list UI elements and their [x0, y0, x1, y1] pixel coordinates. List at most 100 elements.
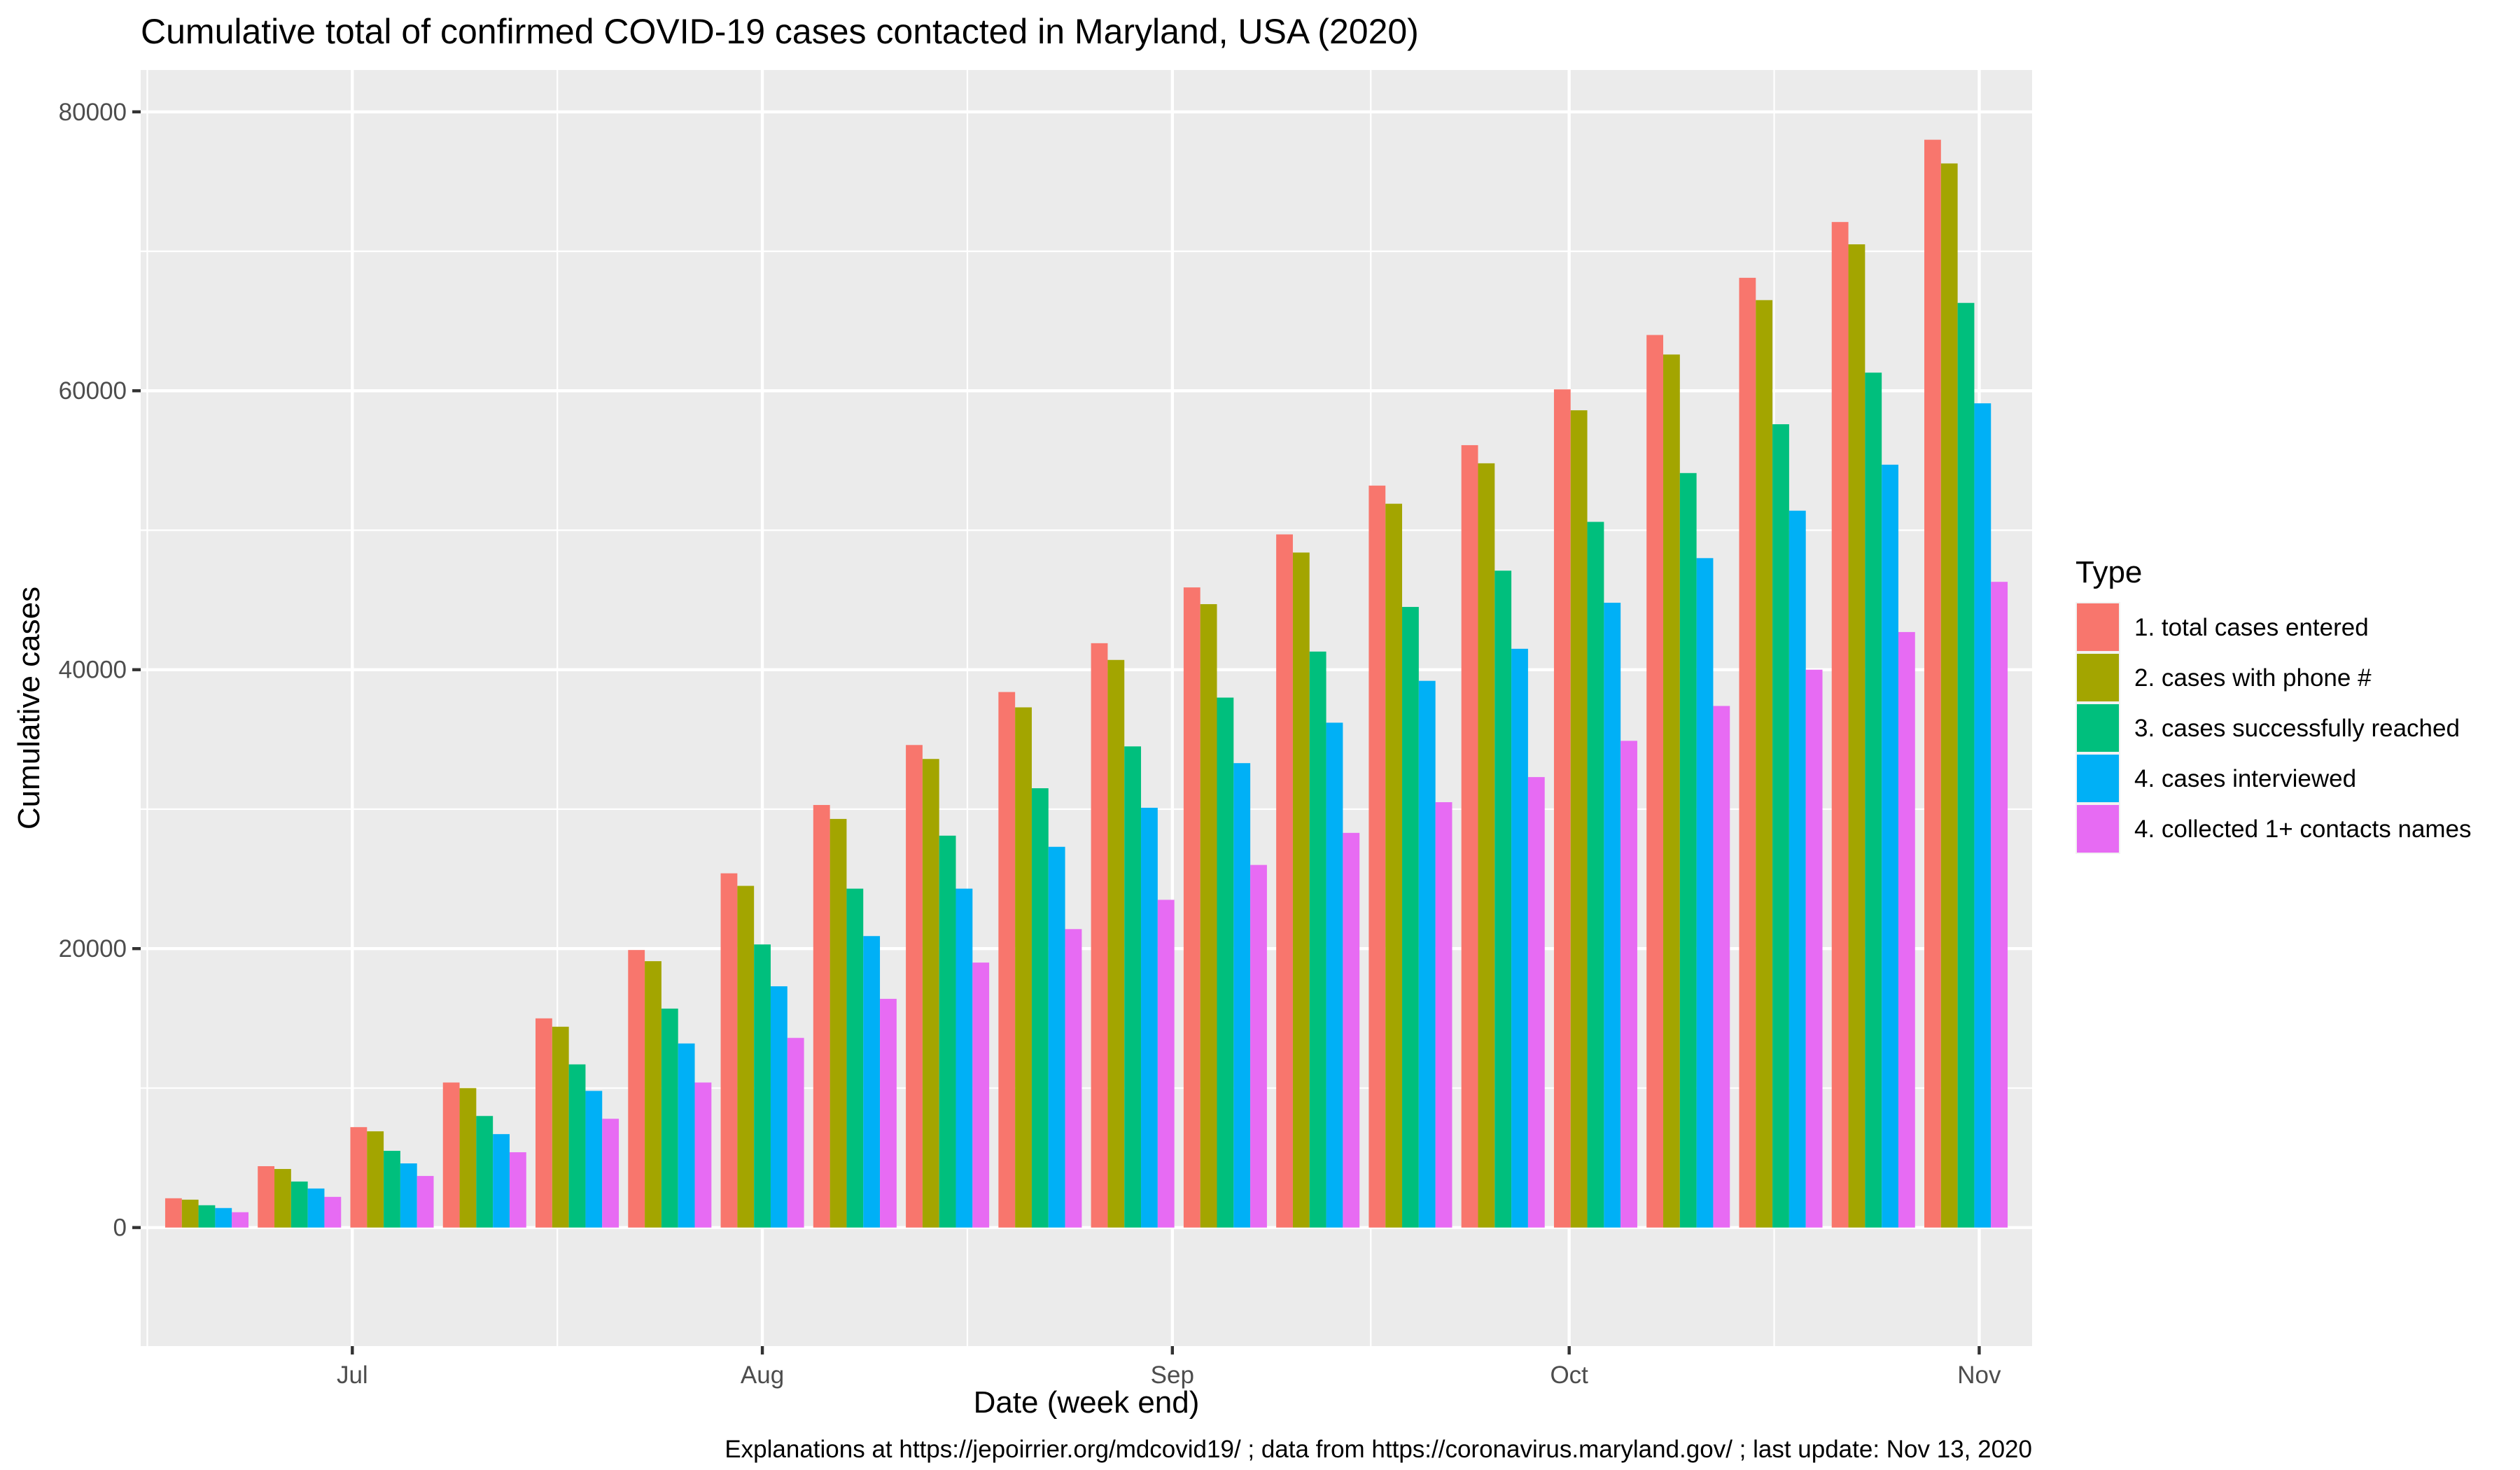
bar: [181, 1199, 199, 1228]
bar: [1865, 372, 1882, 1228]
bar: [307, 1188, 325, 1228]
bar: [1882, 464, 1898, 1228]
bar: [922, 759, 939, 1228]
bar: [1031, 788, 1049, 1228]
x-tick-label: Jul: [337, 1362, 368, 1389]
bar: [1587, 522, 1604, 1228]
bar: [1157, 899, 1175, 1228]
bar: [1292, 552, 1310, 1228]
bar: [1831, 222, 1849, 1228]
bar: [628, 950, 645, 1228]
bar: [1217, 697, 1234, 1228]
bar: [215, 1208, 232, 1228]
bar: [720, 873, 738, 1228]
bar: [1663, 354, 1680, 1228]
bar: [1250, 864, 1267, 1228]
bar: [737, 886, 755, 1228]
bar: [645, 961, 662, 1228]
bar: [400, 1163, 417, 1228]
bar: [1402, 607, 1419, 1228]
bar: [1646, 335, 1664, 1228]
bar: [1494, 570, 1512, 1228]
bar: [1696, 558, 1714, 1228]
bar: [493, 1134, 510, 1228]
legend-label: 4. collected 1+ contacts names: [2134, 816, 2472, 843]
legend-swatch: [2077, 654, 2119, 701]
bar: [813, 804, 830, 1228]
bar: [1620, 741, 1637, 1228]
bar: [198, 1205, 216, 1228]
chart-caption: Explanations at https://jepoirrier.org/m…: [724, 1436, 2032, 1463]
bar: [1124, 746, 1142, 1228]
bar: [1805, 669, 1823, 1228]
bar: [1141, 807, 1158, 1228]
bar: [1183, 587, 1200, 1228]
bar: [1604, 603, 1621, 1228]
x-axis-title: Date (week end): [974, 1385, 1200, 1420]
bar: [1570, 410, 1588, 1228]
bar: [350, 1127, 368, 1228]
bar: [1200, 604, 1217, 1228]
bar: [1091, 643, 1108, 1228]
bar: [274, 1168, 291, 1228]
bar: [1772, 424, 1789, 1228]
x-tick-label: Nov: [1957, 1362, 2001, 1389]
bar: [1898, 631, 1915, 1228]
bar: [602, 1119, 620, 1228]
bar: [1461, 444, 1478, 1228]
bar: [1478, 463, 1495, 1228]
legend-swatch: [2077, 704, 2119, 752]
bar: [1527, 777, 1545, 1228]
legend-swatch: [2077, 603, 2119, 651]
bar: [1713, 706, 1730, 1228]
bar: [324, 1196, 342, 1228]
bar: [754, 944, 771, 1228]
bar: [880, 998, 897, 1228]
legend-label: 1. total cases entered: [2134, 614, 2369, 641]
bar: [1343, 832, 1360, 1228]
bar: [416, 1175, 434, 1228]
bar: [972, 962, 990, 1228]
bar: [1679, 472, 1697, 1228]
bar: [367, 1131, 384, 1228]
bar: [1991, 582, 2008, 1228]
bar: [384, 1151, 400, 1228]
bar: [585, 1091, 603, 1228]
bar: [863, 936, 881, 1228]
bar: [1553, 389, 1571, 1228]
bar: [258, 1166, 275, 1228]
y-tick-label: 40000: [59, 657, 127, 684]
bar: [1435, 802, 1452, 1228]
bar: [1233, 763, 1251, 1228]
bar: [536, 1018, 552, 1228]
bar: [830, 818, 847, 1228]
bar: [1848, 244, 1865, 1228]
bar: [1756, 300, 1773, 1228]
bar: [1788, 510, 1806, 1228]
bar: [442, 1082, 460, 1228]
bar: [1924, 139, 1941, 1228]
bar: [1940, 163, 1958, 1228]
bar: [552, 1026, 569, 1228]
bar: [906, 745, 923, 1228]
legend-swatch: [2077, 755, 2119, 802]
bar: [459, 1088, 477, 1228]
bar: [1048, 846, 1065, 1228]
bar: [1326, 722, 1343, 1228]
x-tick-label: Oct: [1550, 1362, 1588, 1389]
bar: [290, 1181, 308, 1228]
bar: [1385, 503, 1403, 1228]
legend-swatch: [2077, 805, 2119, 853]
legend-label: 2. cases with phone #: [2134, 664, 2372, 692]
bar: [1065, 929, 1082, 1228]
y-tick-label: 60000: [59, 377, 127, 405]
y-tick-label: 20000: [59, 935, 127, 962]
bar: [678, 1043, 695, 1228]
y-tick-label: 0: [113, 1214, 127, 1242]
bar: [770, 986, 788, 1228]
bar: [1739, 277, 1756, 1228]
bar: [939, 835, 956, 1228]
bar: [1276, 534, 1293, 1228]
legend-title: Type: [2076, 555, 2142, 589]
